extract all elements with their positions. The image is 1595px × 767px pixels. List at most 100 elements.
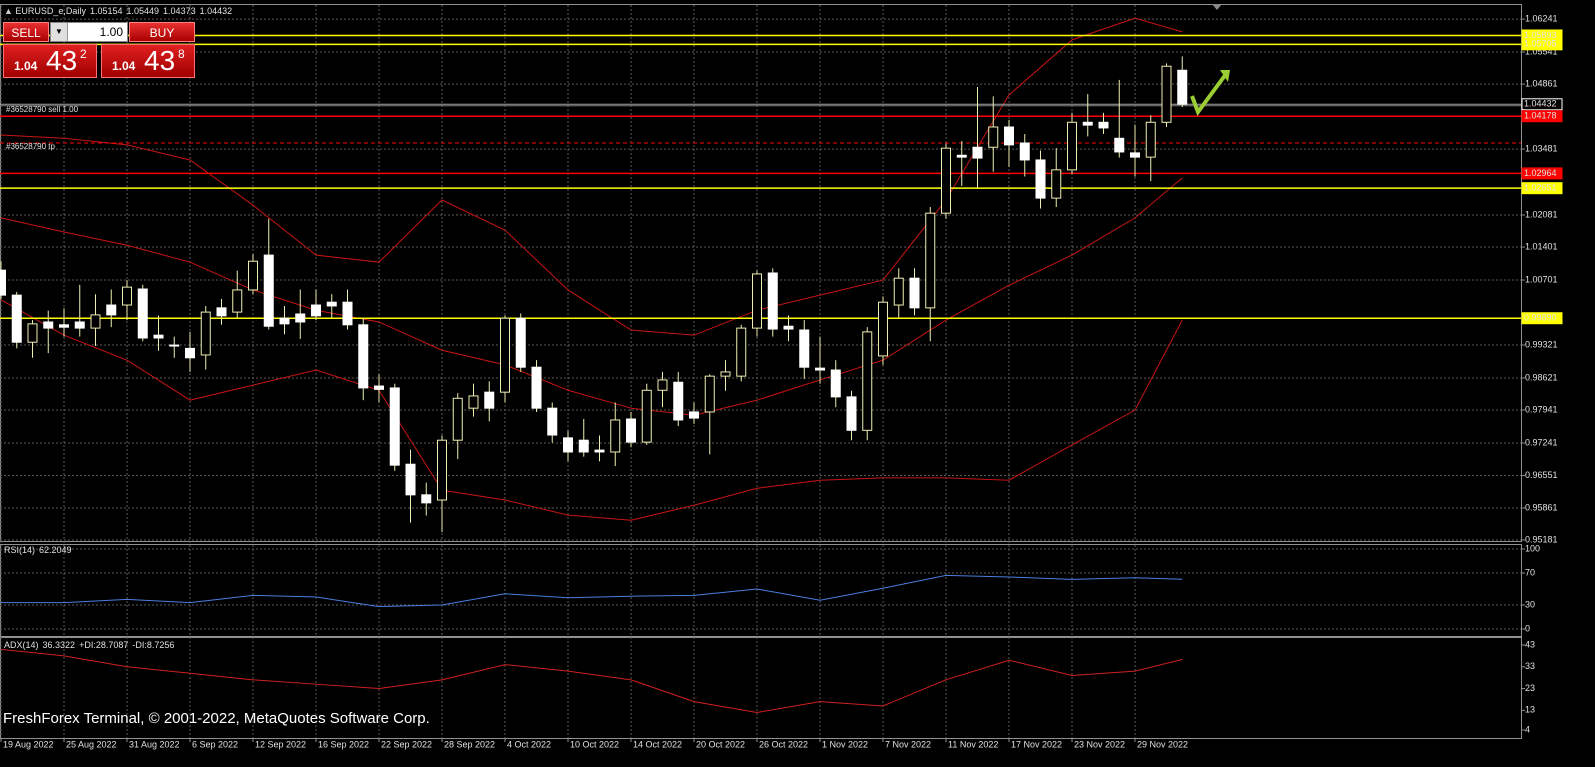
level-label: 0.99890 — [1524, 313, 1557, 323]
candle-body — [909, 277, 920, 309]
band-middle — [0, 177, 1183, 416]
level-label: 1.02651 — [1524, 183, 1557, 193]
candle-body — [878, 301, 888, 357]
candle-body — [1067, 121, 1077, 171]
adx-title: ADX(14) — [4, 640, 39, 650]
candle-body — [90, 314, 101, 329]
candle-body — [1051, 169, 1062, 199]
order-label: #36528790 tp — [6, 142, 55, 151]
level-label-box — [1521, 182, 1563, 195]
lot-dropdown[interactable]: ▼ — [51, 23, 68, 41]
y-tick-label: 0.97941 — [1525, 404, 1558, 414]
y-tick-label: 1.05541 — [1525, 46, 1558, 56]
candle-body — [1004, 126, 1014, 146]
x-tick-label: 23 Nov 2022 — [1074, 739, 1125, 749]
candle-body — [972, 146, 983, 159]
candle-body — [216, 307, 227, 317]
band-upper — [0, 17, 1183, 336]
x-tick-label: 19 Aug 2022 — [3, 739, 54, 749]
y-tick-label: 0.97241 — [1525, 437, 1558, 447]
candle-body — [374, 385, 384, 390]
y-tick-label: 1.06241 — [1525, 13, 1558, 23]
candle-body — [326, 301, 337, 307]
candle-body — [563, 437, 573, 453]
level-label-box — [1521, 312, 1563, 325]
candle-body — [263, 254, 274, 327]
buy-button[interactable]: BUY — [129, 22, 195, 42]
level-label: 1.05893 — [1524, 30, 1557, 40]
minus-di-label: -DI: — [132, 640, 147, 650]
x-tick-label: 29 Nov 2022 — [1137, 739, 1188, 749]
y-tick-label: 1.03481 — [1525, 143, 1558, 153]
candle-body — [137, 288, 148, 339]
candle-body — [1161, 65, 1172, 123]
candle-body — [641, 389, 652, 443]
adx-header: ADX(14) 36.3322 +DI:28.7087 -DI:8.7256 — [4, 640, 174, 650]
y-tick-label: 0.96551 — [1525, 470, 1558, 480]
candle-body — [1145, 121, 1156, 158]
candle-body — [452, 397, 463, 441]
candle-body — [43, 321, 54, 329]
candle-body — [169, 344, 180, 347]
level-label: 1.05705 — [1524, 39, 1557, 49]
candle-body — [578, 439, 589, 453]
candle-body — [893, 277, 904, 306]
candle-body — [185, 347, 195, 359]
candle-body — [248, 260, 258, 291]
minus-di-value: 8.7256 — [147, 640, 175, 650]
candle-body — [1098, 121, 1109, 129]
order-label: #36528790 sell 1.00 — [6, 105, 79, 114]
candle-body — [1114, 137, 1125, 153]
candle-body — [27, 323, 38, 343]
lot-input[interactable]: ▼ 1.00 — [50, 22, 128, 42]
header-open: 1.05154 — [90, 6, 123, 16]
main-header: ▲ EURUSD_e,Daily 1.05154 1.05449 1.04373 1.0… — [4, 6, 232, 16]
candle-body — [862, 331, 873, 431]
candle-body — [594, 449, 605, 453]
candle-body — [689, 411, 699, 419]
candle-body — [830, 369, 841, 398]
candle-body — [547, 407, 558, 436]
candle-body — [1130, 152, 1140, 158]
x-tick-label: 16 Sep 2022 — [318, 739, 369, 749]
x-tick-label: 6 Sep 2022 — [192, 739, 238, 749]
y-tick-label: 33 — [1525, 661, 1535, 671]
lot-value[interactable]: 1.00 — [99, 25, 123, 39]
band-lower — [0, 299, 1183, 521]
ask-big-figure: 1.04 — [112, 59, 136, 73]
bid-fraction: 2 — [80, 47, 87, 61]
candle-body — [295, 313, 306, 323]
x-tick-label: 7 Nov 2022 — [885, 739, 931, 749]
ask-fraction: 8 — [178, 47, 185, 61]
y-tick-label: 100 — [1525, 543, 1540, 553]
candle-body — [941, 147, 951, 214]
candle-body — [956, 154, 967, 158]
ask-quote[interactable]: 1.04 43 8 — [101, 44, 195, 78]
one-click-trading: SELL ▼ 1.00 BUY 1.04 43 2 1.04 43 8 — [3, 21, 195, 78]
candle-body — [74, 321, 85, 329]
x-tick-label: 14 Oct 2022 — [633, 739, 682, 749]
candle-body — [799, 329, 810, 368]
bid-quote[interactable]: 1.04 43 2 — [3, 44, 97, 78]
y-tick-label: 13 — [1525, 705, 1535, 715]
candle-body — [736, 327, 747, 377]
x-tick-label: 11 Nov 2022 — [948, 739, 998, 749]
plot-layer: 1.06241 1.05541 1.04861 1.03481 1.02081 1.014… — [0, 5, 1563, 749]
y-tick-label: 1.01401 — [1525, 241, 1558, 251]
candle-body — [1035, 159, 1046, 199]
candle-body — [988, 126, 999, 148]
y-tick-label: 0.95181 — [1525, 534, 1558, 544]
candle-body — [232, 289, 243, 313]
level-label-box — [1521, 110, 1563, 123]
candle-body — [500, 317, 510, 393]
candle-body — [657, 379, 668, 391]
candle-body — [421, 494, 432, 504]
sell-button[interactable]: SELL — [3, 22, 49, 42]
y-tick-label: 0.99321 — [1525, 339, 1558, 349]
candle-body — [1082, 121, 1093, 126]
y-tick-label: 0 — [1525, 623, 1530, 633]
x-tick-label: 25 Aug 2022 — [66, 739, 117, 749]
x-tick-label: 10 Oct 2022 — [570, 739, 619, 749]
